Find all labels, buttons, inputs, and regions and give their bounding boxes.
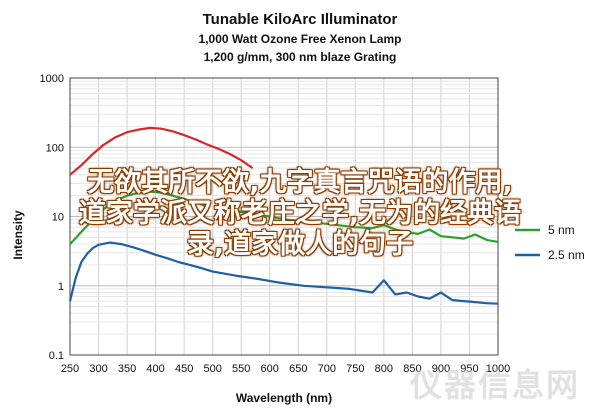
- overlay-line-1: 无欲其所不欲,九字真言咒语的作用,: [87, 167, 513, 198]
- x-tick-label: 750: [346, 363, 364, 375]
- chart-subtitle: 1,000 Watt Ozone Free Xenon Lamp: [199, 32, 402, 46]
- x-tick-label: 300: [89, 363, 107, 375]
- y-tick-label: 0.1: [49, 350, 64, 362]
- x-tick-label: 900: [432, 363, 450, 375]
- x-tick-label: 600: [261, 363, 279, 375]
- y-tick-labels: 0.1 1 10 100 1000: [40, 73, 64, 362]
- series-line-4: [68, 241, 499, 305]
- x-tick-label: 350: [118, 363, 136, 375]
- y-tick-label: 1: [58, 281, 64, 293]
- x-tick-label: 250: [61, 363, 79, 375]
- chart-title: Tunable KiloArc Illuminator: [203, 11, 398, 28]
- x-tick-label: 1000: [486, 363, 510, 375]
- y-tick-label: 10: [52, 212, 64, 224]
- x-tick-label: 450: [175, 363, 193, 375]
- x-tick-labels: 250 300 350 400 450 500 550 600 650 700 750 800 850 9…: [61, 363, 510, 375]
- series-layer: [68, 126, 499, 305]
- x-tick-label: 650: [289, 363, 307, 375]
- overlay-line-2: 道家学派又称老庄之学,无为的经典语: [78, 198, 522, 229]
- watermark: 仪器信息网: [409, 366, 580, 404]
- x-tick-label: 550: [232, 363, 250, 375]
- x-tick-label: 400: [146, 363, 164, 375]
- series-line-2: [69, 190, 208, 245]
- y-tick-label: 1000: [40, 73, 64, 85]
- y-tick-label: 100: [46, 142, 64, 154]
- legend-label: 2.5 nm: [548, 248, 585, 262]
- series-line-3: [218, 207, 499, 243]
- x-tick-label: 700: [318, 363, 336, 375]
- x-tick-label: 850: [403, 363, 421, 375]
- chart-subtitle-2: 1,200 g/mm, 300 nm blaze Grating: [204, 50, 397, 64]
- plot-area: [69, 77, 499, 356]
- x-tick-label: 950: [460, 363, 478, 375]
- legend-label: 5 nm: [548, 223, 575, 237]
- x-tick-label: 800: [375, 363, 393, 375]
- y-axis-title: Intensity: [11, 210, 25, 260]
- x-axis-title: Wavelength (nm): [236, 391, 332, 405]
- x-tick-label: 500: [203, 363, 221, 375]
- overlay-line-3: 录,道家做人的句子: [186, 229, 414, 260]
- series-line-1: [69, 126, 254, 176]
- legend: 5 nm 2.5 nm: [515, 223, 585, 262]
